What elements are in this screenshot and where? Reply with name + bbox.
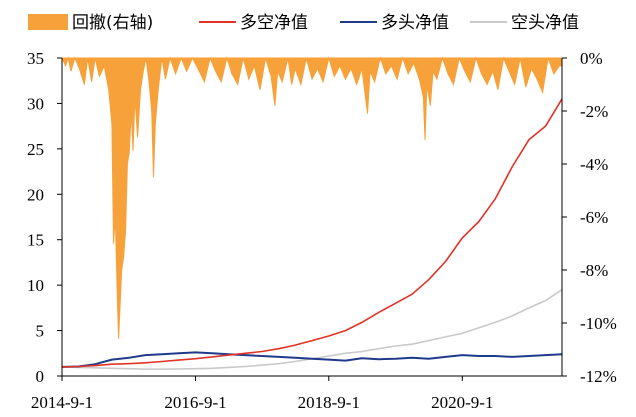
- right-tick-label: -6%: [580, 208, 608, 227]
- x-tick-label: 2016-9-1: [164, 393, 226, 412]
- right-tick-label: -8%: [580, 261, 608, 280]
- left-tick-label: 0: [36, 367, 45, 386]
- legend-label-long: 多头净值: [381, 13, 449, 33]
- left-tick-label: 25: [27, 140, 44, 159]
- x-tick-label: 2018-9-1: [298, 393, 360, 412]
- right-tick-label: -12%: [580, 367, 617, 386]
- left-tick-label: 10: [27, 276, 44, 295]
- left-tick-label: 35: [27, 49, 44, 68]
- left-tick-label: 20: [27, 185, 44, 204]
- legend-label-long-short: 多空净值: [240, 13, 308, 33]
- x-tick-label: 2014-9-1: [31, 393, 93, 412]
- left-tick-label: 30: [27, 94, 44, 113]
- legend-swatch-drawdown: [28, 14, 68, 30]
- axes: 0 5 10 15 20 25 30 35 0% -2% -4% -6% -8% -10% -12% 2014…: [27, 49, 617, 412]
- series-drawdown-area: [61, 56, 563, 339]
- left-tick-label: 5: [36, 322, 45, 341]
- left-tick-label: 15: [27, 231, 44, 250]
- right-tick-label: 0%: [580, 49, 603, 68]
- x-tick-label: 2020-9-1: [431, 393, 493, 412]
- legend-label-drawdown: 回撤(右轴): [72, 13, 153, 33]
- series-long-short-line: [61, 98, 563, 368]
- legend-label-short: 空头净值: [511, 13, 579, 33]
- right-tick-label: -4%: [580, 155, 608, 174]
- plot-area: [61, 56, 563, 371]
- legend: 回撤(右轴) 多空净值 多头净值 空头净值: [28, 13, 579, 33]
- right-tick-label: -2%: [580, 102, 608, 121]
- right-tick-label: -10%: [580, 314, 617, 333]
- series-long-line: [61, 351, 563, 368]
